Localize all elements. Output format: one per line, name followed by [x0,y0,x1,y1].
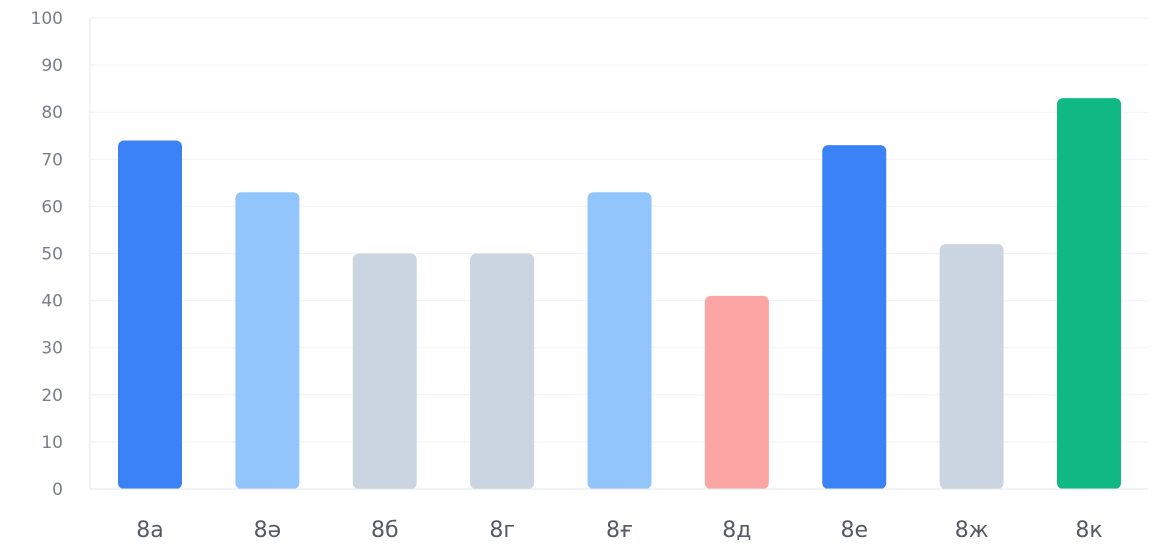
y-tick-label: 10 [41,433,63,453]
y-tick-label: 0 [52,480,63,500]
y-tick-label: 30 [41,339,63,359]
bar[interactable] [940,244,1004,489]
y-tick-label: 100 [31,9,63,29]
y-axis: 0 10 20 30 40 50 60 70 80 90 100 [31,9,90,500]
bar[interactable] [705,296,769,489]
x-tick-label: 8ә [254,518,282,543]
x-tick-label: 8а [136,518,163,543]
y-tick-label: 60 [41,197,63,217]
x-axis: 8а 8ә 8б 8г 8ғ 8д 8е 8ж 8к [90,489,1148,543]
bar[interactable] [822,145,886,489]
x-tick-label: 8д [722,518,751,543]
bar[interactable] [118,140,182,489]
y-tick-label: 20 [41,386,63,406]
x-tick-label: 8ғ [606,518,633,543]
x-tick-label: 8ж [955,518,989,543]
bar[interactable] [470,254,534,490]
y-tick-label: 50 [41,245,63,265]
bars [118,98,1121,489]
x-tick-label: 8г [489,518,515,543]
y-tick-label: 40 [41,292,63,312]
bar[interactable] [353,254,417,490]
bar[interactable] [1057,98,1121,489]
bar[interactable] [235,192,299,489]
x-tick-label: 8к [1075,518,1102,543]
x-tick-label: 8б [371,518,399,543]
x-tick-label: 8е [840,518,868,543]
y-tick-label: 90 [41,56,63,76]
y-tick-label: 70 [41,150,63,170]
bar[interactable] [588,192,652,489]
y-tick-label: 80 [41,103,63,123]
